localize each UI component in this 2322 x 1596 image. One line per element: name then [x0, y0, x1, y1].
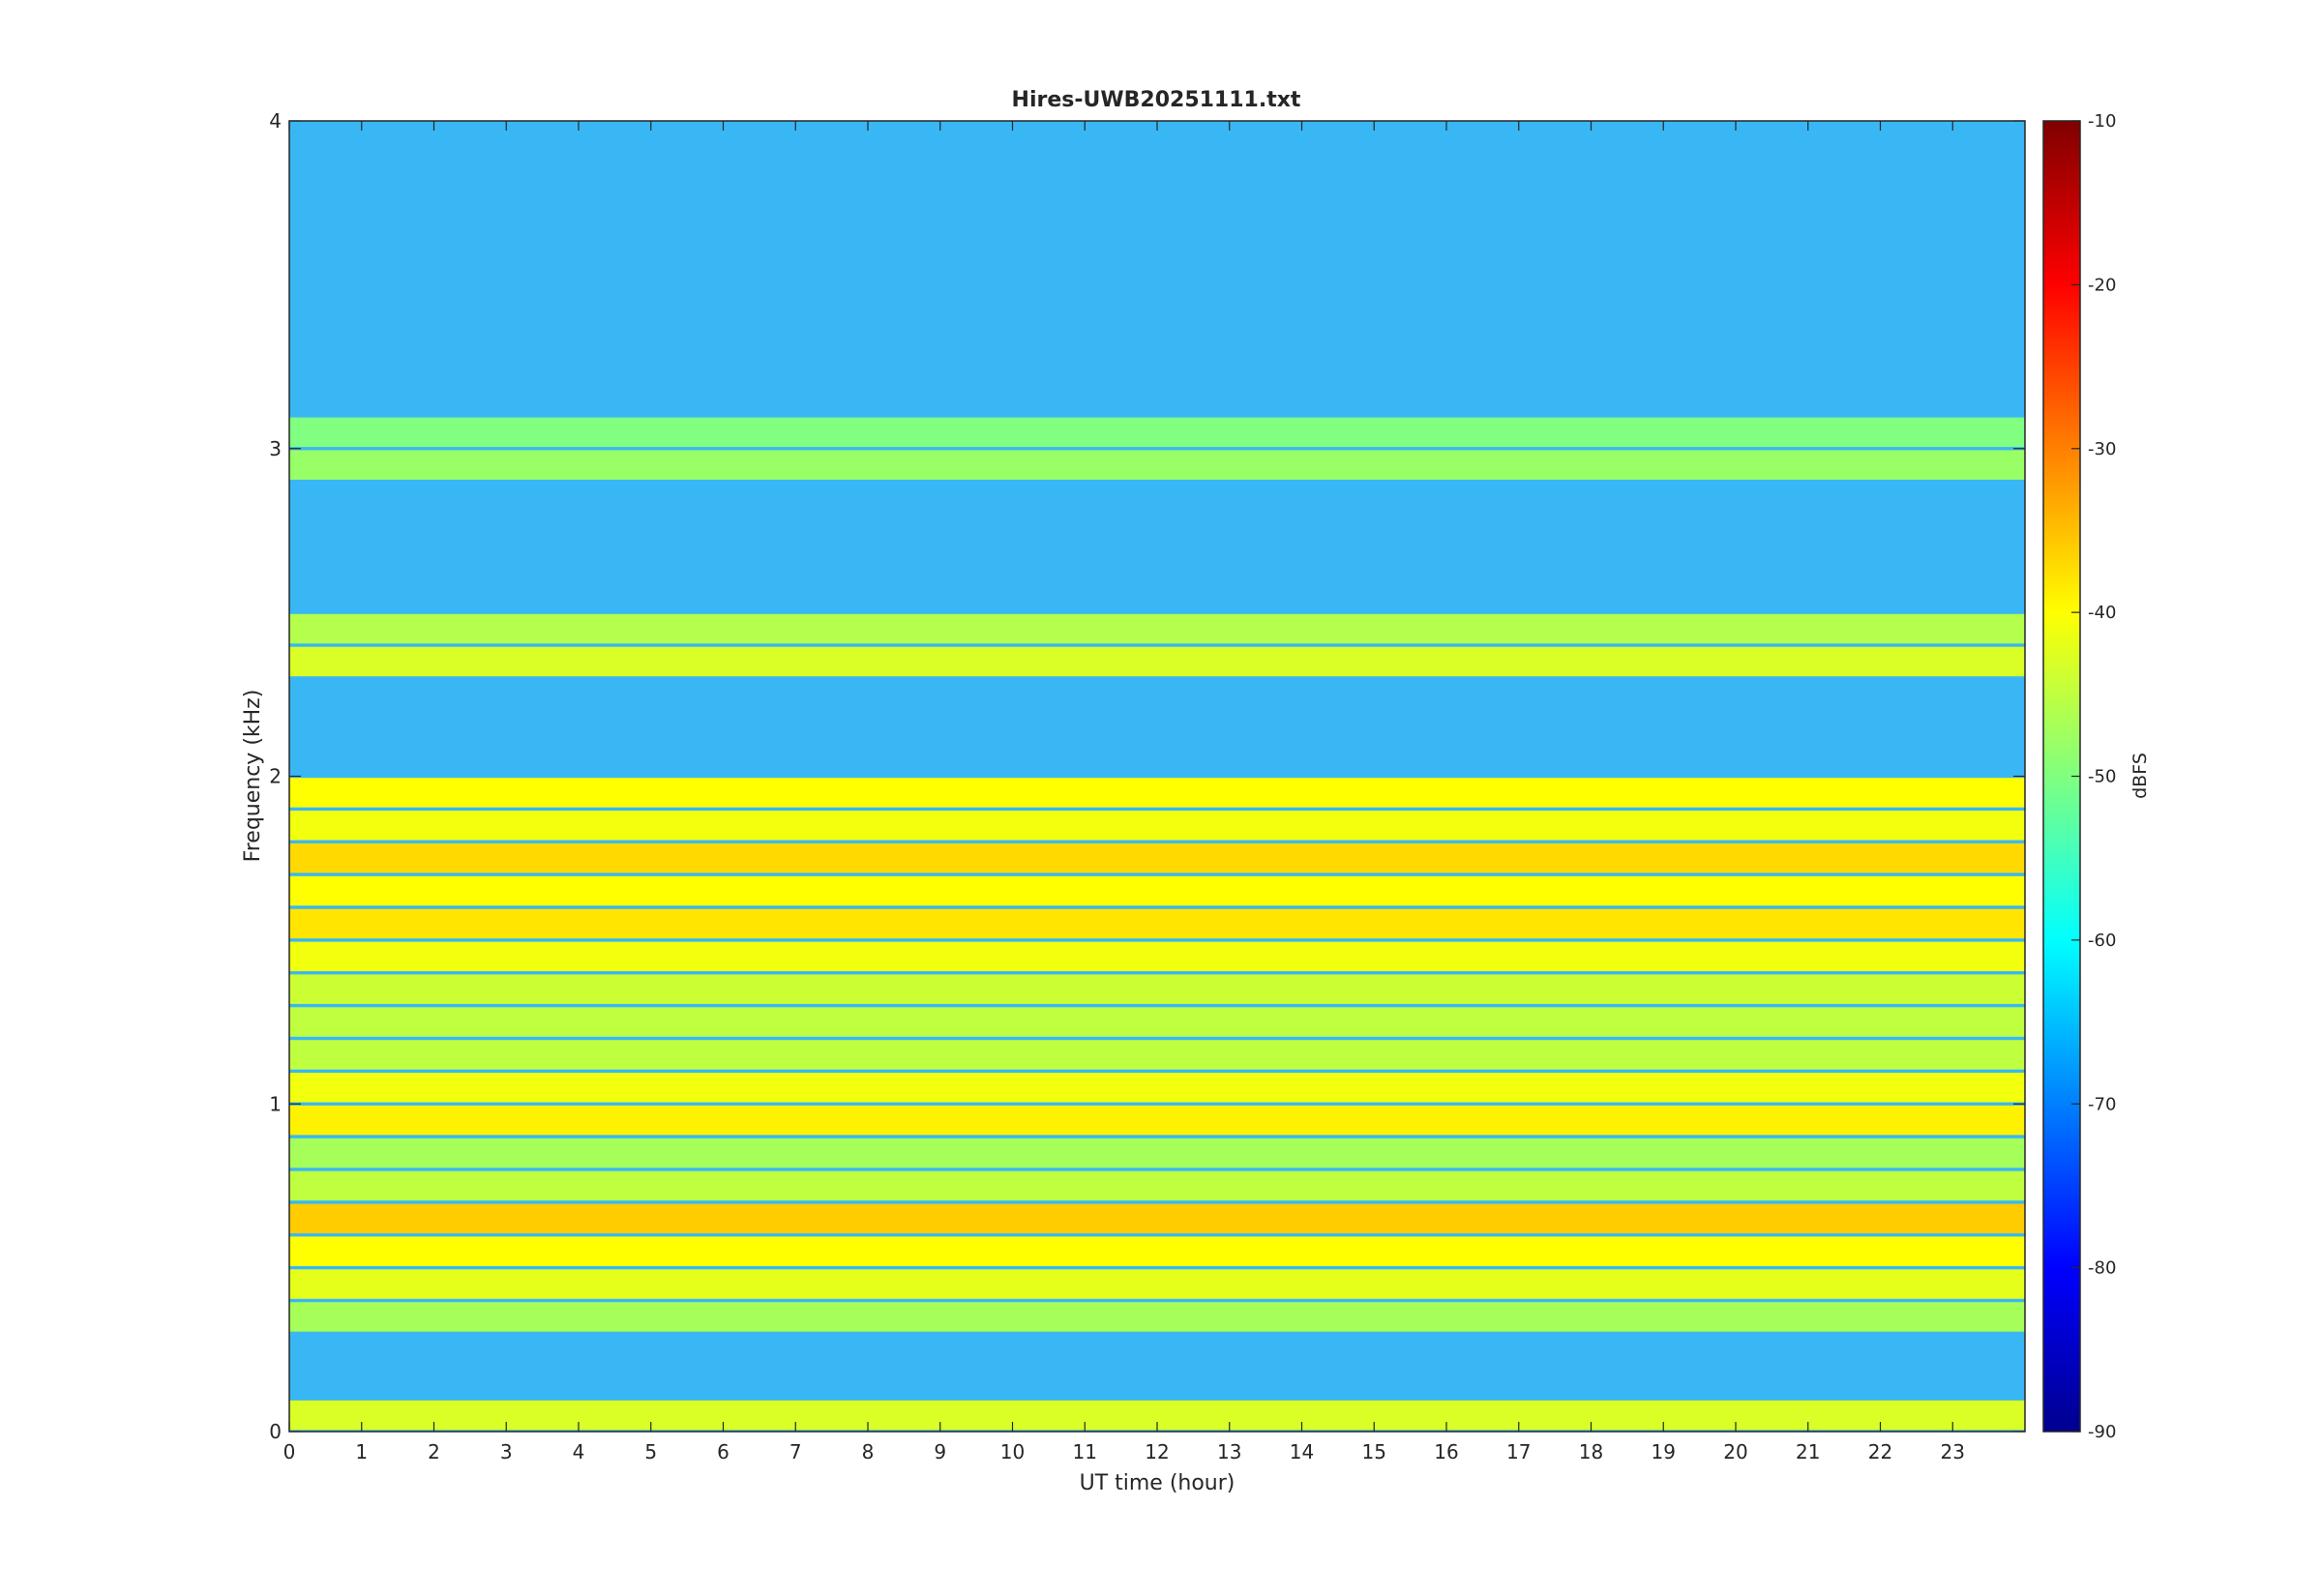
x-tick-label: 22 — [1868, 1440, 1892, 1463]
x-tick-label: 15 — [1362, 1440, 1386, 1463]
colorbar-tick-label: -90 — [2088, 1422, 2116, 1442]
x-tick-label: 11 — [1073, 1440, 1097, 1463]
spectral-band — [289, 1105, 2025, 1136]
spectral-band — [289, 613, 2025, 644]
x-tick-label: 0 — [283, 1440, 296, 1463]
colorbar-tick-label: -60 — [2088, 931, 2116, 951]
x-tick-label: 19 — [1652, 1440, 1676, 1463]
spectral-band — [289, 842, 2025, 873]
spectral-band — [289, 908, 2025, 939]
plot-frame — [288, 120, 2026, 1433]
colorbar-tick-label: -10 — [2088, 111, 2116, 132]
y-tick-label: 2 — [269, 765, 282, 788]
colorbar-tick-label: -40 — [2088, 603, 2116, 623]
x-tick-label: 16 — [1434, 1440, 1458, 1463]
y-tick-label: 4 — [269, 109, 282, 133]
spectral-band — [289, 811, 2025, 841]
x-tick-label: 2 — [428, 1440, 440, 1463]
x-tick-label: 10 — [1000, 1440, 1025, 1463]
colorbar-tick-label: -30 — [2088, 439, 2116, 459]
spectral-band — [289, 417, 2025, 448]
spectral-band — [289, 778, 2025, 808]
x-axis-ticks: 0 1 2 3 4 5 6 7 8 9 10 11 12 13 14 15 16 17 18 19 20 21 22 23 — [283, 121, 1965, 1463]
spectral-band — [289, 1236, 2025, 1266]
y-tick-label: 3 — [269, 437, 282, 460]
y-axis-label: Frequency (kHz) — [241, 690, 265, 863]
plot-area: 0 1 2 3 4 5 6 7 8 9 10 11 12 13 14 15 16 17 18 19 20 21 22 23 0… — [269, 109, 2026, 1463]
x-tick-label: 12 — [1145, 1440, 1169, 1463]
spectral-band — [289, 1138, 2025, 1168]
spectral-band — [289, 1203, 2025, 1234]
x-tick-label: 3 — [500, 1440, 513, 1463]
x-tick-label: 4 — [573, 1440, 585, 1463]
x-tick-label: 8 — [862, 1440, 875, 1463]
x-tick-label: 23 — [1941, 1440, 1965, 1463]
y-tick-label: 0 — [269, 1420, 282, 1443]
x-tick-label: 14 — [1290, 1440, 1314, 1463]
colorbar-tick-label: -20 — [2088, 275, 2116, 295]
colorbar-tick-label: -80 — [2088, 1258, 2116, 1279]
chart-title: Hires-UWB20251111.txt — [1012, 88, 1301, 112]
colorbar: -10 -20 -30 -40 -50 -60 -70 -80 -90 dBFS — [2042, 111, 2151, 1442]
colorbar-label: dBFS — [2129, 753, 2151, 799]
spectrogram-bands — [289, 417, 2025, 1431]
x-tick-label: 5 — [644, 1440, 657, 1463]
spectral-band — [289, 974, 2025, 1004]
spectral-band — [289, 450, 2025, 480]
spectral-band — [289, 1269, 2025, 1299]
x-tick-label: 20 — [1723, 1440, 1747, 1463]
colorbar-ticks: -10 -20 -30 -40 -50 -60 -70 -80 -90 — [2071, 111, 2116, 1442]
x-tick-label: 18 — [1579, 1440, 1603, 1463]
spectral-band — [289, 941, 2025, 972]
colorbar-tick-label: -50 — [2088, 767, 2116, 787]
colorbar-tick-label: -70 — [2088, 1094, 2116, 1114]
spectral-band — [289, 1302, 2025, 1332]
x-tick-label: 17 — [1506, 1440, 1531, 1463]
x-tick-label: 13 — [1217, 1440, 1241, 1463]
y-axis-ticks: 0 1 2 3 4 — [269, 109, 2025, 1443]
x-tick-label: 21 — [1796, 1440, 1820, 1463]
plot-background — [289, 121, 2025, 1432]
x-tick-label: 6 — [717, 1440, 729, 1463]
spectral-band — [289, 646, 2025, 677]
spectral-band — [289, 1007, 2025, 1037]
x-tick-label: 9 — [934, 1440, 946, 1463]
x-tick-label: 7 — [789, 1440, 802, 1463]
x-tick-label: 1 — [355, 1440, 368, 1463]
spectral-band — [289, 1170, 2025, 1201]
spectral-band — [289, 875, 2025, 906]
y-tick-label: 1 — [269, 1092, 282, 1115]
spectral-band — [289, 1040, 2025, 1070]
spectral-band — [289, 1073, 2025, 1103]
x-axis-label: UT time (hour) — [1080, 1471, 1235, 1495]
